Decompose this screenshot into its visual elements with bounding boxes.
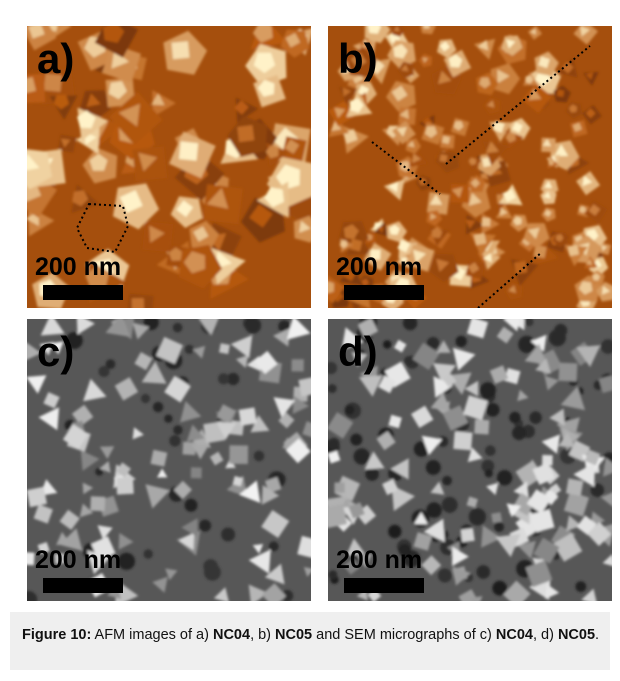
scale-label-c: 200 nm <box>35 546 122 574</box>
caption-sample: NC05 <box>275 627 313 643</box>
scale-label-d: 200 nm <box>336 546 423 574</box>
caption-text: , b) <box>250 627 276 643</box>
figure-caption: Figure 10: AFM images of a) NC04, b) NC0… <box>22 626 600 645</box>
sem-image-d <box>328 319 612 601</box>
scale-bar-c <box>43 578 123 593</box>
sem-panel-d: d) 200 nm <box>328 319 612 601</box>
panel-label-a: a) <box>37 35 75 82</box>
caption-sample: NC04 <box>495 627 533 643</box>
caption-area: Figure 10: AFM images of a) NC04, b) NC0… <box>10 612 610 670</box>
scale-label-b: 200 nm <box>336 253 423 281</box>
caption-text: AFM images of a) <box>91 627 213 643</box>
afm-panel-a: a) 200 nm <box>27 26 311 308</box>
caption-text: and SEM micrographs of c) <box>312 627 496 643</box>
panel-label-c: c) <box>37 328 75 375</box>
sem-panel-c: c) 200 nm <box>27 319 311 601</box>
scale-bar-a <box>43 285 123 300</box>
caption-figure-label: Figure 10: <box>22 627 92 643</box>
caption-text: . <box>595 627 600 643</box>
scale-label-a: 200 nm <box>35 253 122 281</box>
caption-text: , d) <box>532 627 558 643</box>
afm-panel-b: b) 200 nm <box>328 26 612 308</box>
scale-bar-b <box>344 285 424 300</box>
panel-label-b: b) <box>338 35 378 82</box>
afm-image-b <box>328 26 612 308</box>
caption-sample: NC05 <box>557 627 596 643</box>
scale-bar-d <box>344 578 424 593</box>
figure: a) 200 nm b) 200 nm c) 200 nm d) 200 nm <box>10 8 612 673</box>
caption-sample: NC04 <box>212 627 251 643</box>
afm-image-a <box>27 26 311 308</box>
panel-label-d: d) <box>338 328 378 375</box>
